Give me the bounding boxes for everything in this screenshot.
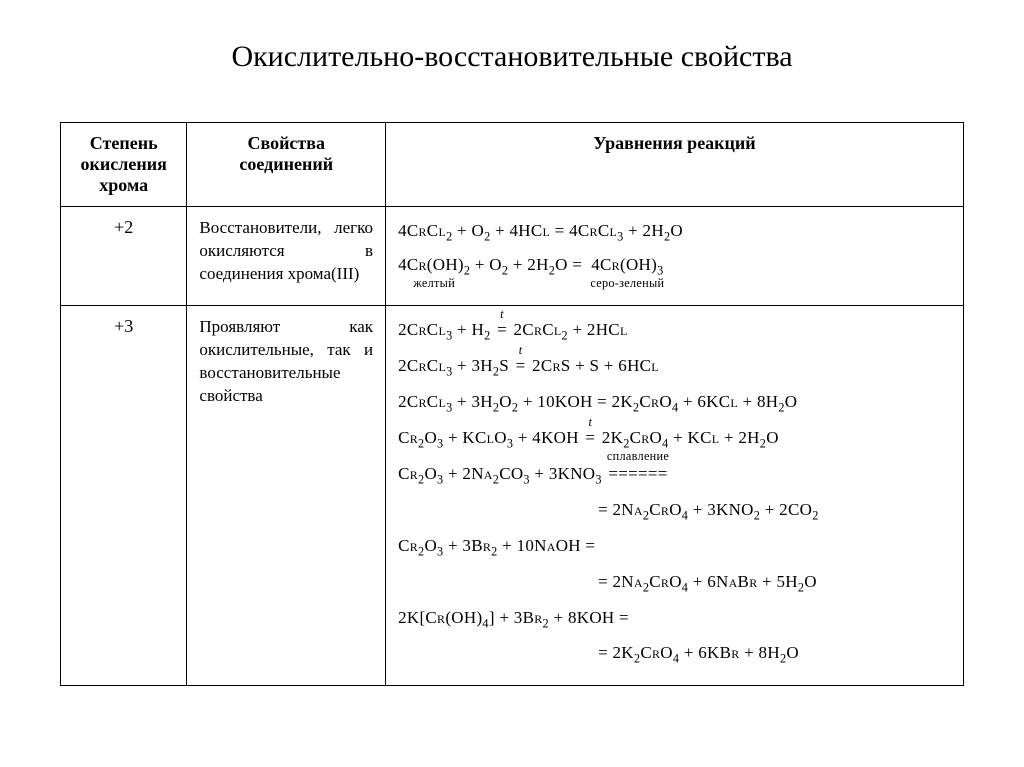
cell-degree-1: +2 — [61, 207, 187, 306]
equation: 4CrCl2 + O2 + 4HCl = 4CrCl3 + 2H2O — [398, 217, 951, 247]
col-header-props: Свойства соединений — [187, 123, 386, 207]
equation: 2CrCl3 + H2 = 2CrCl2 + 2HCl — [398, 316, 951, 346]
cell-props-1: Восстановители, легко окисляют­ся в соед… — [187, 207, 386, 306]
equation: 2K[Cr(OH)4] + 3Br2 + 8KOH = — [398, 604, 951, 634]
equation: Cr2O3 + 2Na2CO3 + 3KNO3 ====== — [398, 460, 951, 490]
equation-continuation: = 2Na2CrO4 + 6NaBr + 5H2O — [398, 568, 951, 598]
equation-continuation: = 2Na2CrO4 + 3KNO2 + 2CO2 — [398, 496, 951, 526]
col-header-degree: Степень окисления хрома — [61, 123, 187, 207]
table-row: +2 Восстановители, легко окисляют­ся в с… — [61, 207, 964, 306]
equation: 4Cr(OH)2 + O2 + 2H2O = 4Cr(OH)3 — [398, 251, 951, 281]
page-title: Окислительно-восстановительные свойства — [60, 40, 964, 74]
equation-continuation: = 2K2CrO4 + 6KBr + 8H2O — [398, 639, 951, 669]
equation: 2CrCl3 + 3H2S = 2CrS + S + 6HCl — [398, 352, 951, 382]
col-header-eq: Уравнения реакций — [386, 123, 964, 207]
cell-degree-2: +3 — [61, 305, 187, 686]
table-row: +3 Проявляют как окислительные, так и во… — [61, 305, 964, 686]
cell-eq-2: 2CrCl3 + H2 = 2CrCl2 + 2HCl 2CrCl3 + 3H2… — [386, 305, 964, 686]
redox-table: Степень окисления хрома Свойства соедине… — [60, 122, 964, 686]
equation: 2CrCl3 + 3H2O2 + 10KOH = 2K2CrO4 + 6KCl … — [398, 388, 951, 418]
equation: Cr2O3 + KClO3 + 4KOH = 2K2CrO4 + KCl + 2… — [398, 424, 951, 454]
equation: Cr2O3 + 3Br2 + 10NaOH = — [398, 532, 951, 562]
table-header-row: Степень окисления хрома Свойства соедине… — [61, 123, 964, 207]
cell-eq-1: 4CrCl2 + O2 + 4HCl = 4CrCl3 + 2H2O 4Cr(O… — [386, 207, 964, 306]
cell-props-2: Проявляют как окислительные, так и восст… — [187, 305, 386, 686]
